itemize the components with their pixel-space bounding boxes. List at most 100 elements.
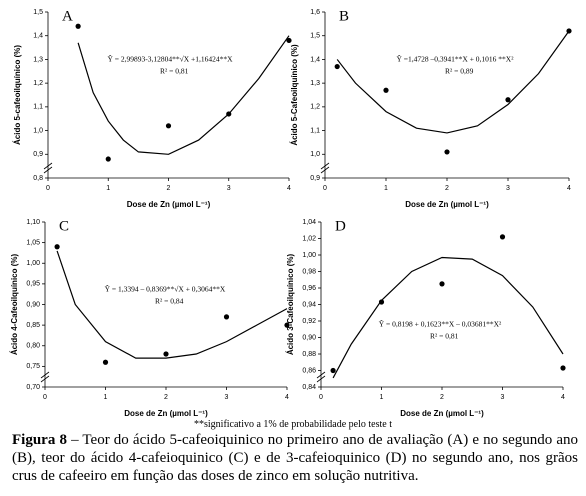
equation: R² = 0,84: [155, 297, 184, 306]
y-tick-label: 1,0: [33, 127, 43, 134]
axis-break: [43, 166, 53, 174]
y-tick-label: 1,2: [33, 80, 43, 87]
y-tick-label: 1,10: [26, 219, 40, 226]
x-axis-title: Dose de Zn (µmol L⁻¹): [400, 409, 484, 418]
y-tick-label: 1,00: [26, 260, 40, 267]
data-point: [444, 149, 450, 155]
y-tick-label: 0,90: [302, 334, 316, 341]
x-tick-label: 3: [506, 185, 510, 192]
panel-label: A: [62, 8, 73, 24]
data-point: [378, 299, 385, 305]
fit-curve: [56, 250, 288, 359]
y-tick-label: 0,85: [26, 322, 40, 329]
y-tick-label: 1,4: [310, 56, 320, 63]
data-point: [439, 281, 445, 287]
x-axis-title: Dose de Zn (µmol L⁻¹): [124, 409, 208, 418]
y-tick-label: 0,95: [26, 281, 40, 288]
y-tick-label: 1,5: [33, 9, 43, 16]
data-point: [223, 314, 230, 320]
axis-break: [40, 375, 50, 383]
x-tick-label: 1: [104, 394, 108, 401]
y-tick-label: 1,4: [33, 33, 43, 40]
y-axis-title: Ácido 5-cafeoilquínico (%): [13, 45, 22, 145]
y-tick-label: 1,5: [310, 33, 320, 40]
data-point: [383, 87, 389, 93]
axis-break: [320, 162, 330, 170]
y-axis-title: Ácido 5-Cafeoilquínico (%): [290, 44, 299, 146]
data-point: [330, 367, 336, 374]
x-tick-label: 4: [567, 185, 571, 192]
footnote: **significativo a 1% de probabilidade pe…: [194, 419, 392, 430]
data-point: [163, 351, 169, 357]
panel-label: C: [59, 218, 69, 234]
data-point: [54, 244, 60, 250]
y-tick-label: 1,04: [302, 219, 316, 226]
equation: Ŷ =1,4728 –0,3941**X + 0,1016 **X²: [397, 54, 515, 64]
caption: Figura 8 – Teor do ácido 5-cafeoiquinico…: [12, 431, 578, 485]
x-tick-label: 3: [501, 394, 505, 401]
y-tick-label: 0,9: [33, 151, 43, 158]
y-tick-label: 1,6: [310, 9, 320, 16]
figure: 0,8 0,9 1,0 1,1 1,2 1,3 1,4 1,5 0 1 2 3 4 Dose de Zn …: [10, 8, 572, 418]
data-point: [284, 322, 290, 328]
y-tick-label: 0,90: [26, 301, 40, 308]
y-tick-label: 0,75: [26, 363, 40, 370]
x-tick-label: 4: [287, 185, 291, 192]
equation: R² = 0,89: [445, 67, 474, 76]
y-tick-label: 0,70: [26, 384, 40, 391]
y-tick-label: 1,05: [26, 239, 40, 246]
axis-break: [316, 375, 326, 383]
y-tick-label: 1,02: [302, 235, 316, 242]
x-tick-label: 3: [227, 185, 231, 192]
y-tick-label: 0,92: [302, 318, 316, 325]
x-tick-label: 0: [319, 394, 323, 401]
x-tick-label: 3: [225, 394, 229, 401]
equation: Ŷ = 2,99893-3,12804**√X +1,16424**X: [107, 54, 233, 64]
y-tick-label: 1,00: [302, 252, 316, 259]
data-point: [334, 63, 340, 70]
x-tick-label: 1: [384, 185, 388, 192]
data-point: [286, 37, 292, 44]
x-tick-label: 0: [46, 185, 50, 192]
axis-break: [316, 371, 326, 379]
x-tick-label: 4: [285, 394, 289, 401]
y-tick-label: 1,1: [310, 127, 320, 134]
equation: Ŷ = 0,8198 + 0,1623**X – 0,03681**X²: [379, 319, 502, 329]
y-tick-label: 1,3: [310, 80, 320, 87]
y-tick-label: 0,84: [302, 384, 316, 391]
y-axis-title: Ácido 4-Cafeoilquínico (%): [10, 254, 19, 356]
x-tick-label: 2: [440, 394, 444, 401]
equation: Ŷ = 1,3394 – 0,8369**√X + 0,3064**X: [105, 284, 226, 294]
data-point: [105, 156, 111, 162]
axis-break: [320, 166, 330, 174]
data-point: [505, 97, 511, 103]
data-point: [499, 234, 506, 240]
x-tick-label: 1: [106, 185, 110, 192]
x-tick-label: 2: [164, 394, 168, 401]
y-tick-label: 1,2: [310, 104, 320, 111]
x-tick-label: 4: [561, 394, 565, 401]
equation: R² = 0,81: [430, 332, 459, 341]
data-point: [165, 123, 172, 129]
equation: R² = 0,81: [160, 67, 189, 76]
x-tick-label: 2: [445, 185, 449, 192]
y-tick-label: 0,98: [302, 268, 316, 275]
data-point: [75, 23, 81, 29]
fit-curve: [77, 35, 290, 155]
data-point: [560, 365, 566, 371]
y-axis-title: Ácido 3-Cafeoilquínico (%): [286, 254, 295, 356]
x-tick-label: 1: [380, 394, 384, 401]
x-axis-title: Dose de Zn (µmol L⁻¹): [127, 200, 211, 209]
x-axis-title: Dose de Zn (µmol L⁻¹): [405, 200, 489, 209]
data-point: [226, 111, 232, 117]
y-tick-label: 1,1: [33, 104, 43, 111]
axis-break: [40, 371, 50, 379]
y-tick-label: 0,88: [302, 351, 316, 358]
fit-curve: [332, 256, 564, 379]
caption-text: – Teor do ácido 5-cafeoiquinico no prime…: [12, 432, 579, 484]
data-point: [102, 359, 109, 365]
y-tick-label: 0,9: [310, 175, 320, 182]
x-tick-label: 2: [167, 185, 171, 192]
caption-label: Figura 8: [12, 432, 67, 448]
